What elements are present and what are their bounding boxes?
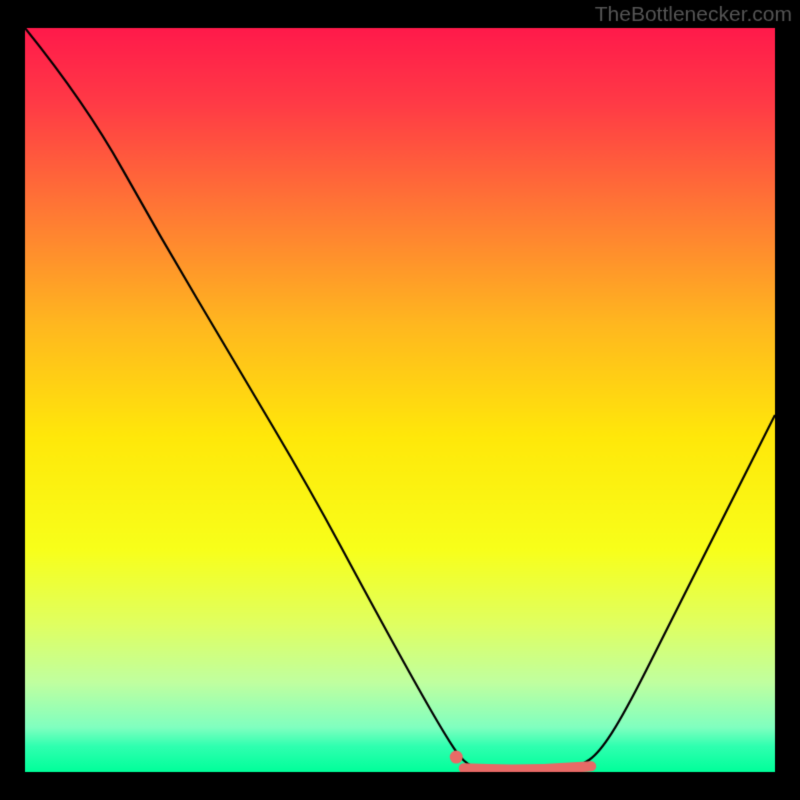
bottleneck-curve-chart [0,0,800,800]
